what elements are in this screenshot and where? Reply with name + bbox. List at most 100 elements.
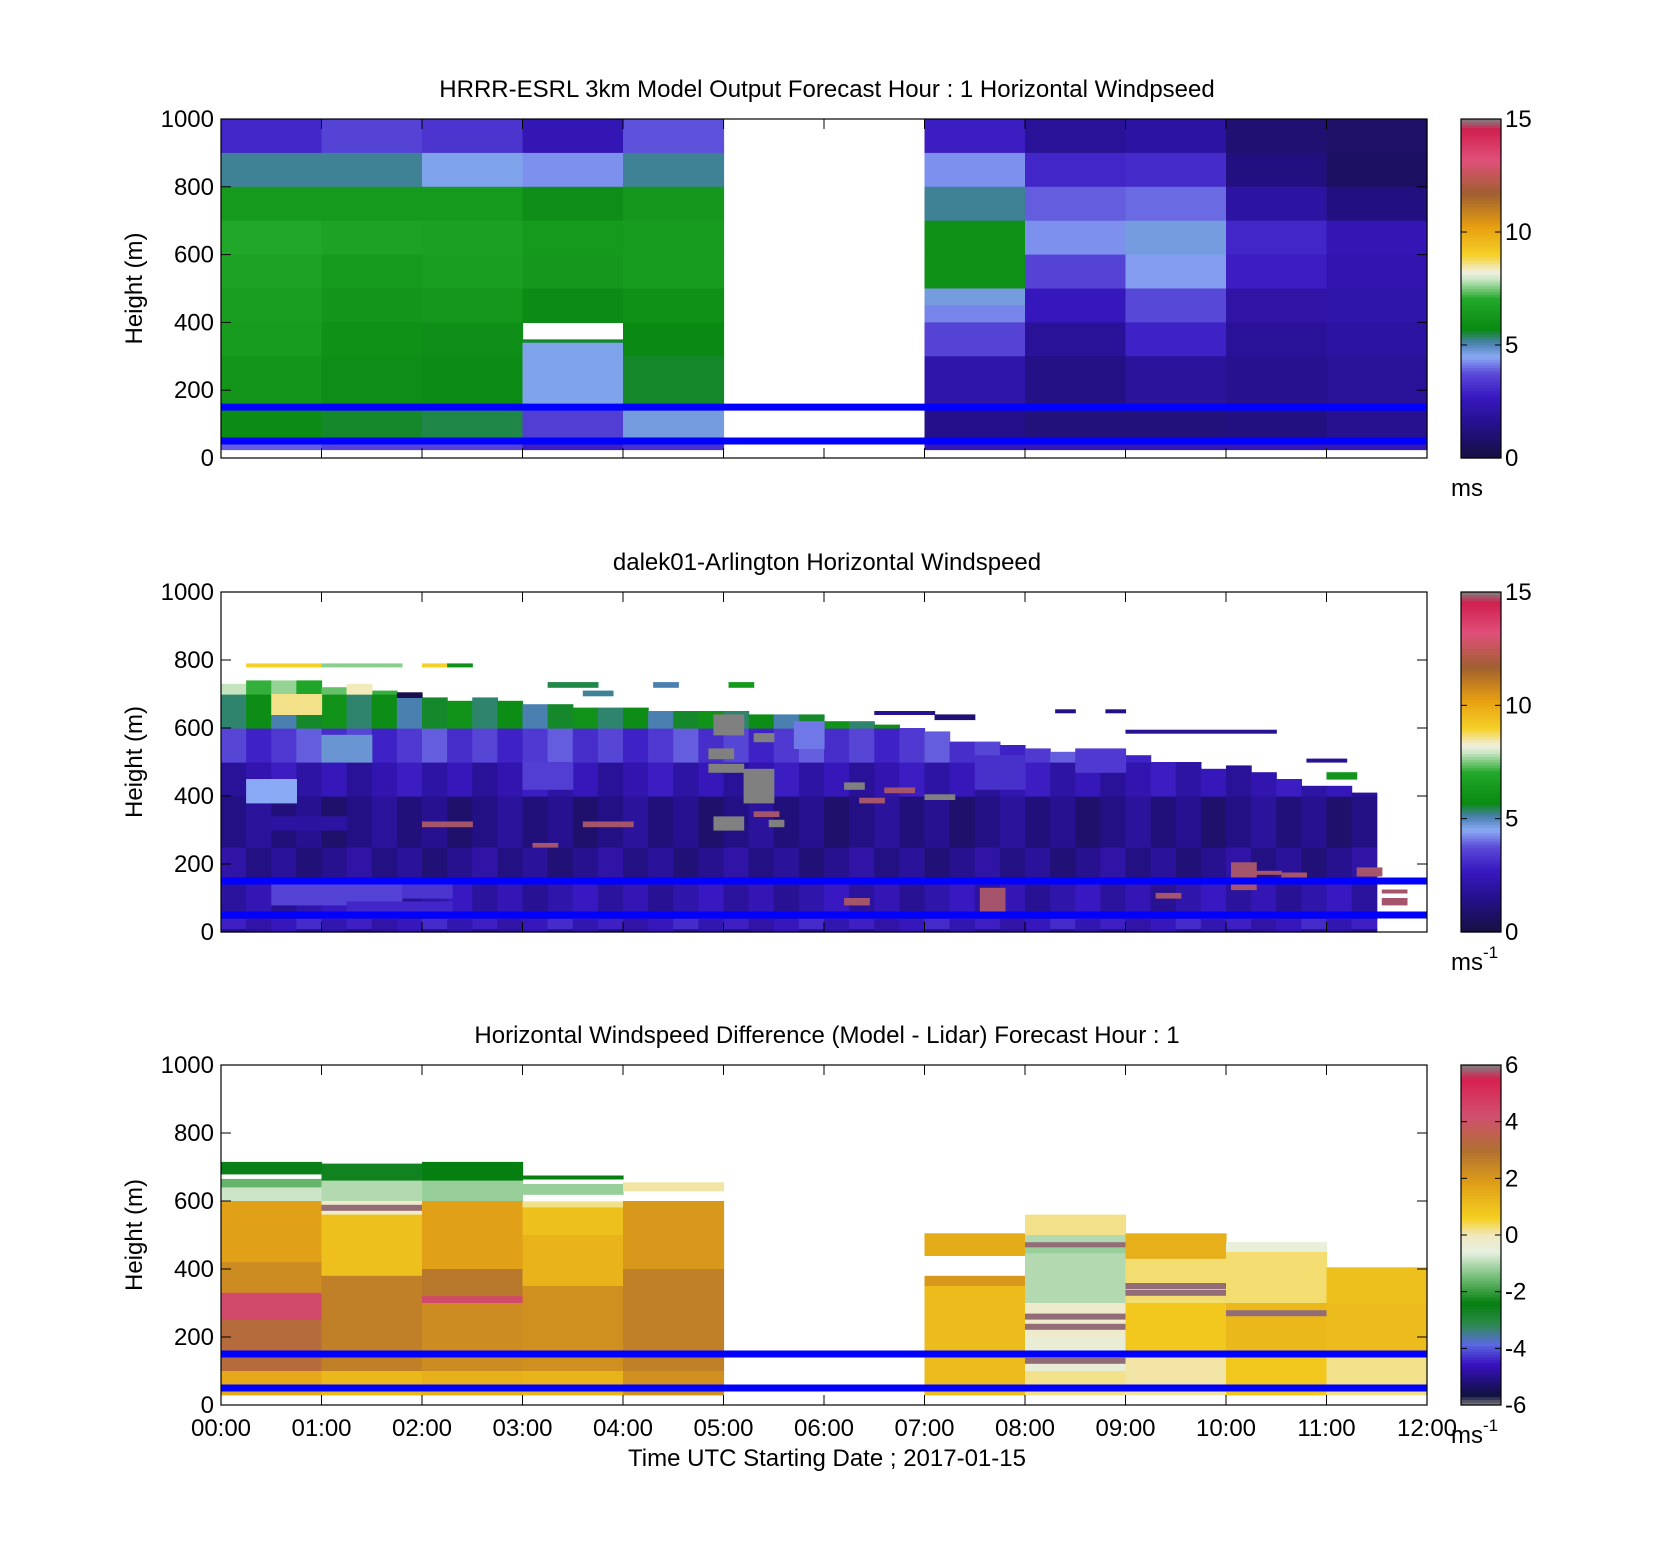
colorbar-swatch bbox=[1461, 776, 1501, 780]
heatmap-cell bbox=[1025, 119, 1127, 154]
heatmap-cell bbox=[1326, 119, 1428, 154]
heatmap-cell bbox=[547, 928, 574, 933]
heatmap-cell bbox=[773, 714, 800, 729]
heatmap-cell bbox=[798, 918, 825, 930]
heatmap-cell bbox=[1125, 1233, 1227, 1260]
colorbar-swatch bbox=[1461, 150, 1501, 154]
heatmap-cell bbox=[346, 683, 373, 695]
colorbar-swatch bbox=[1461, 172, 1501, 177]
heatmap-cell bbox=[221, 1262, 323, 1294]
colorbar-swatch bbox=[1461, 248, 1501, 253]
x-tick-label: 03:00 bbox=[492, 1415, 552, 1442]
colorbar-swatch bbox=[1461, 124, 1501, 129]
colorbar-swatch bbox=[1461, 699, 1501, 704]
colorbar-swatch bbox=[1461, 1286, 1501, 1290]
heatmap-cell bbox=[623, 119, 725, 154]
heatmap-cell bbox=[874, 918, 900, 930]
colorbar-tick-label: 15 bbox=[1505, 106, 1532, 133]
heatmap-cell bbox=[522, 288, 624, 323]
heatmap-cell bbox=[396, 928, 423, 933]
heatmap-cell bbox=[1055, 709, 1076, 714]
heatmap-cell bbox=[673, 918, 699, 930]
colorbar-swatch bbox=[1461, 1356, 1501, 1361]
colorbar-swatch bbox=[1461, 1121, 1501, 1126]
heatmap-cell bbox=[296, 928, 323, 933]
heatmap-cell bbox=[1326, 220, 1428, 256]
colorbar-tick-label: 10 bbox=[1505, 219, 1532, 246]
colorbar-swatch bbox=[1461, 929, 1501, 933]
heatmap-cell bbox=[396, 796, 423, 848]
colorbar-tick-label: -2 bbox=[1505, 1279, 1526, 1306]
colorbar-swatch bbox=[1461, 1099, 1501, 1103]
colorbar-swatch bbox=[1461, 452, 1501, 456]
heatmap-cell bbox=[1326, 186, 1428, 222]
heatmap-cell bbox=[648, 728, 674, 763]
colorbar-swatch bbox=[1461, 195, 1501, 199]
colorbar-swatch bbox=[1461, 841, 1501, 845]
colorbar-swatch bbox=[1461, 872, 1501, 876]
heatmap-cell bbox=[1326, 1267, 1428, 1304]
heatmap-cell bbox=[924, 186, 1026, 222]
heatmap-cell bbox=[271, 728, 297, 763]
colorbar-swatch bbox=[1461, 1155, 1501, 1160]
heatmap-cell bbox=[648, 762, 674, 797]
heatmap-cell bbox=[1025, 847, 1051, 882]
heatmap-cell bbox=[422, 821, 473, 828]
colorbar-swatch bbox=[1461, 745, 1501, 749]
heatmap-cell bbox=[497, 700, 524, 729]
heatmap-cell bbox=[1075, 928, 1101, 933]
heatmap-cell bbox=[1276, 918, 1302, 930]
heatmap-cell bbox=[321, 663, 403, 668]
heatmap-stripe bbox=[1025, 1357, 1126, 1364]
heatmap-cell bbox=[296, 847, 323, 882]
heatmap-cell bbox=[371, 728, 398, 763]
heatmap-cell bbox=[422, 918, 448, 930]
colorbar-swatch bbox=[1461, 223, 1501, 227]
heatmap-cell bbox=[1025, 928, 1051, 933]
colorbar-swatch bbox=[1461, 1212, 1501, 1216]
heatmap-cell bbox=[396, 728, 423, 763]
colorbar-swatch bbox=[1461, 1107, 1501, 1111]
heatmap-cell bbox=[396, 694, 423, 729]
colorbar-swatch bbox=[1461, 254, 1501, 259]
heatmap-cell bbox=[447, 663, 473, 668]
colorbar-swatch bbox=[1461, 1348, 1501, 1352]
heatmap-cell bbox=[422, 1371, 524, 1396]
heatmap-cell bbox=[221, 762, 247, 797]
heatmap-cell bbox=[597, 762, 624, 797]
colorbar-swatch bbox=[1461, 1240, 1501, 1245]
heatmap-cell bbox=[422, 847, 448, 882]
colorbar-swatch bbox=[1461, 730, 1501, 735]
heatmap-cell bbox=[1050, 847, 1076, 882]
heatmap-cell bbox=[949, 928, 976, 933]
heatmap-cell bbox=[246, 694, 272, 729]
heatmap-cell bbox=[623, 322, 725, 357]
colorbar-swatch bbox=[1461, 1345, 1501, 1349]
heatmap-cell bbox=[623, 356, 725, 408]
colorbar-swatch bbox=[1461, 1354, 1501, 1358]
colorbar-swatch bbox=[1461, 161, 1501, 165]
heatmap-cell bbox=[346, 928, 373, 933]
heatmap-cell bbox=[1175, 847, 1202, 882]
colorbar-swatch bbox=[1461, 158, 1501, 162]
colorbar-swatch bbox=[1461, 271, 1501, 275]
colorbar-swatch bbox=[1461, 691, 1501, 695]
y-axis-label: Height (m) bbox=[121, 232, 148, 344]
heatmap-cell bbox=[422, 928, 448, 933]
heatmap-cell bbox=[728, 682, 755, 688]
colorbar-swatch bbox=[1461, 257, 1501, 261]
colorbar-swatch bbox=[1461, 376, 1501, 380]
heatmap-cell bbox=[753, 811, 780, 817]
heatmap-cell bbox=[1150, 762, 1177, 797]
heatmap-cell bbox=[1025, 796, 1051, 848]
colorbar-tick-label: 15 bbox=[1505, 579, 1532, 606]
heatmap-cell bbox=[321, 1371, 423, 1396]
heatmap-cell bbox=[522, 728, 549, 763]
colorbar-swatch bbox=[1461, 263, 1501, 267]
heatmap-cell bbox=[221, 152, 423, 188]
colorbar-swatch bbox=[1461, 869, 1501, 874]
heatmap-cell bbox=[1125, 186, 1227, 222]
heatmap-cell bbox=[422, 728, 448, 763]
colorbar-swatch bbox=[1461, 424, 1501, 428]
heatmap-stripe bbox=[1025, 1242, 1126, 1249]
